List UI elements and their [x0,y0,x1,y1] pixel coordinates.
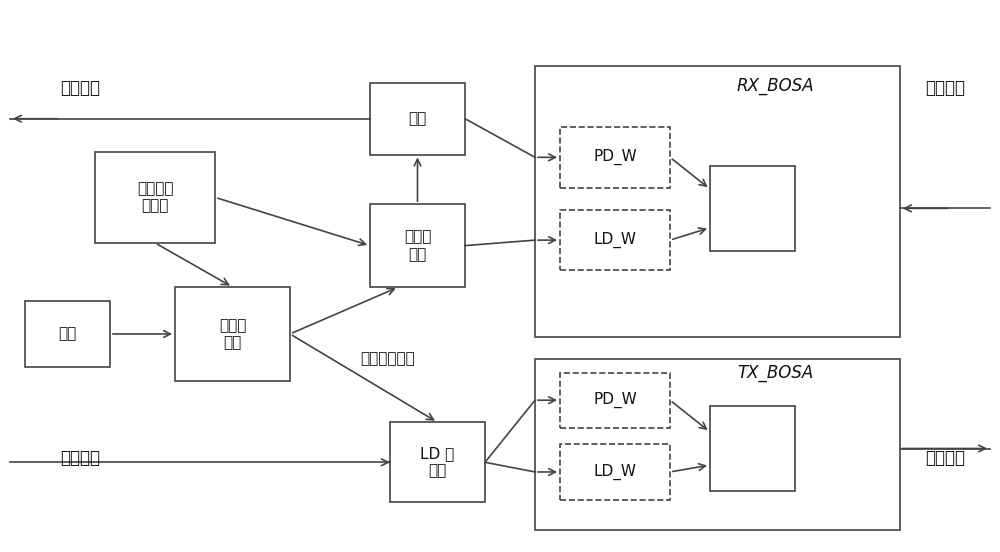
FancyBboxPatch shape [175,287,290,381]
Text: PD_W: PD_W [593,149,637,166]
Text: 普通报文: 普通报文 [60,449,100,467]
FancyBboxPatch shape [535,359,900,530]
Text: LD 驱
动器: LD 驱 动器 [420,446,455,479]
FancyBboxPatch shape [710,406,795,491]
FancyBboxPatch shape [535,66,900,337]
FancyBboxPatch shape [560,444,670,500]
Text: 晶体: 晶体 [58,326,77,342]
Text: 脉冲测量
控制器: 脉冲测量 控制器 [137,181,173,214]
Text: 脉冲发送: 脉冲发送 [925,79,965,97]
FancyBboxPatch shape [370,83,465,155]
FancyBboxPatch shape [25,301,110,367]
FancyBboxPatch shape [560,127,670,188]
FancyBboxPatch shape [560,210,670,270]
FancyBboxPatch shape [95,152,215,243]
Text: RX_BOSA: RX_BOSA [736,77,814,94]
FancyBboxPatch shape [710,166,795,251]
Text: 脉冲发送: 脉冲发送 [925,449,965,467]
Text: TX_BOSA: TX_BOSA [737,364,813,381]
Text: 镜像: 镜像 [408,111,427,126]
Text: 脉冲接
收器: 脉冲接 收器 [404,230,431,262]
Text: 脉冲检测信号: 脉冲检测信号 [360,351,415,367]
Text: PD_W: PD_W [593,392,637,408]
FancyBboxPatch shape [390,422,485,502]
Text: LD_W: LD_W [594,232,637,248]
Text: LD_W: LD_W [594,464,637,480]
Text: 脉冲发
生器: 脉冲发 生器 [219,318,246,350]
FancyBboxPatch shape [560,373,670,428]
FancyBboxPatch shape [370,204,465,287]
Text: 普通报文: 普通报文 [60,79,100,97]
